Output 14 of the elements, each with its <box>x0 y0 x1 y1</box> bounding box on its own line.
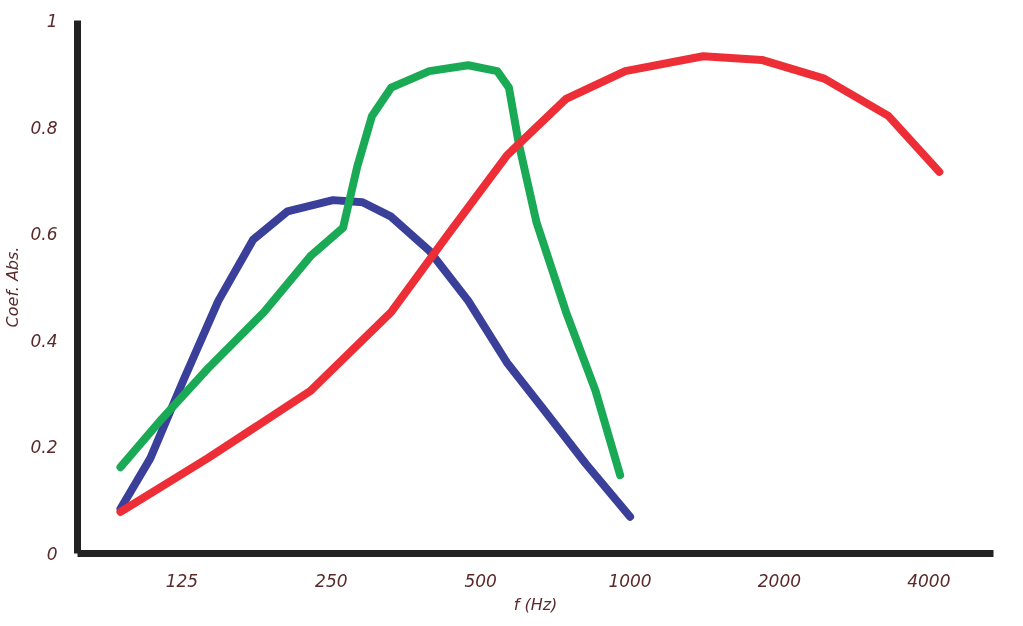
y-tick-label: 0.2 <box>30 437 58 458</box>
x-tick-label: 2000 <box>757 570 802 591</box>
y-axis-title: Coef. Abs. <box>3 246 23 328</box>
x-tick-label: 500 <box>464 570 497 591</box>
x-tick-label: 250 <box>315 570 348 591</box>
x-axis-title: f (Hz) <box>513 594 558 614</box>
y-tick-label: 0.8 <box>30 117 58 138</box>
y-tick-label: 0.4 <box>30 330 58 351</box>
x-tick-label: 125 <box>165 570 199 591</box>
y-tick-label: 1 <box>46 11 58 31</box>
y-tick-label: 0 <box>46 544 58 564</box>
x-tick-label: 4000 <box>907 570 951 591</box>
x-tick-label: 1000 <box>608 570 652 591</box>
y-tick-label: 0.6 <box>30 224 58 245</box>
